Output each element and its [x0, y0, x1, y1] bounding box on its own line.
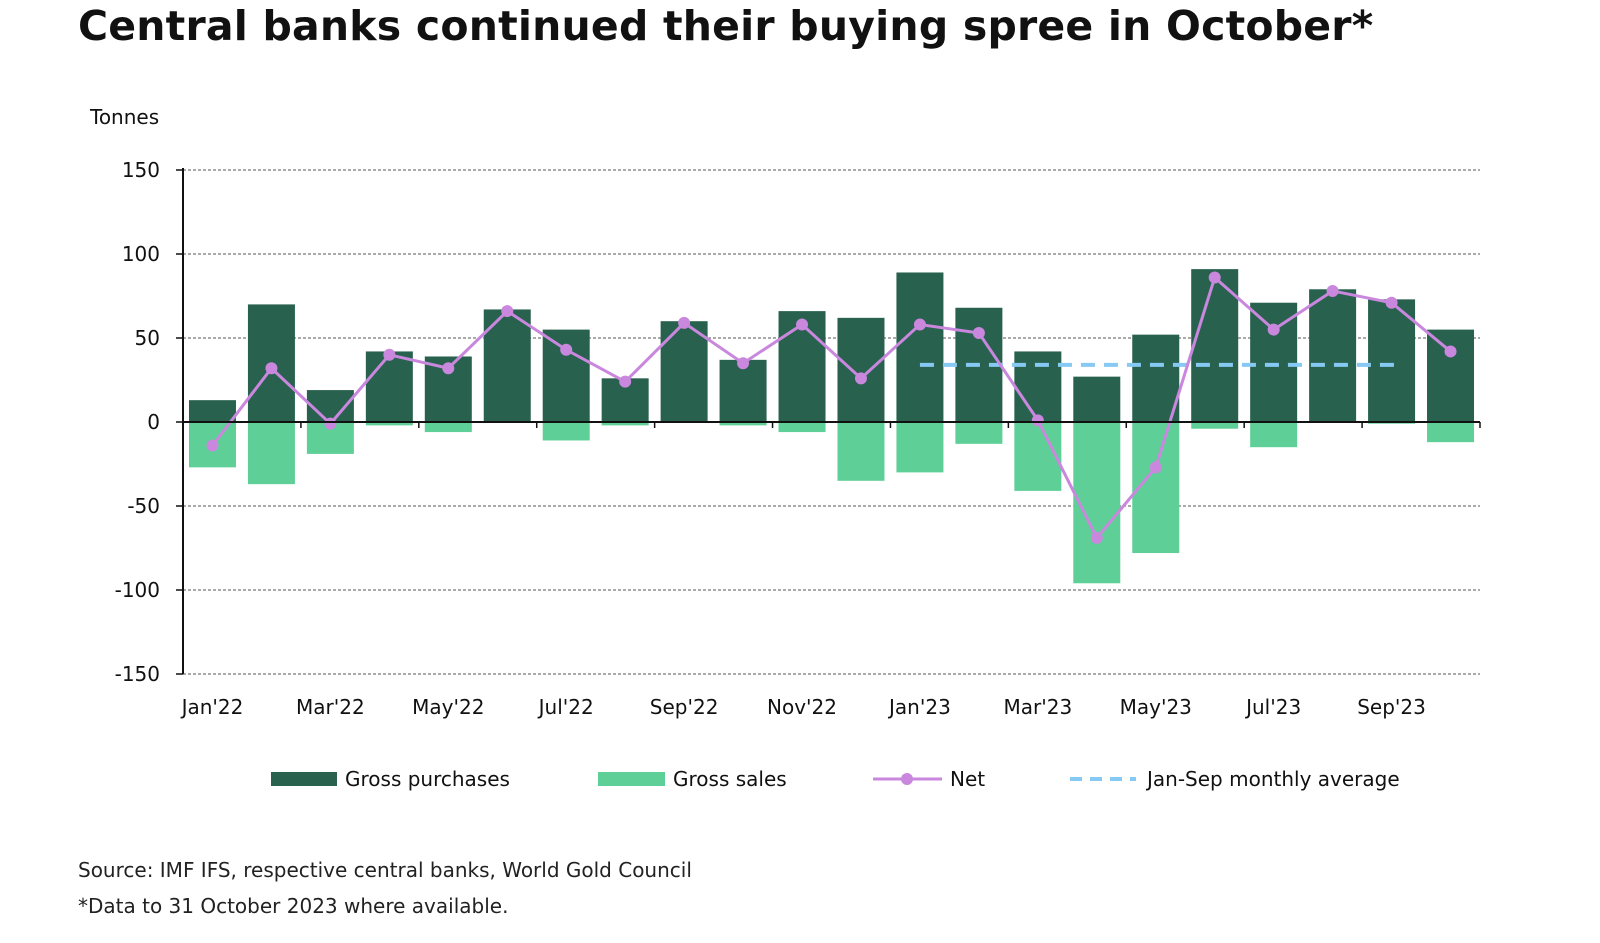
gross-sales-bar: [1191, 422, 1239, 429]
gross-purchase-bar: [1014, 351, 1062, 422]
gross-purchase-bar: [1309, 289, 1357, 422]
net-point: [619, 375, 632, 388]
net-point: [1031, 414, 1044, 427]
gross-sales-bar: [719, 422, 767, 426]
y-axis-label: Tonnes: [89, 105, 159, 129]
gross-sales-bar: [365, 422, 413, 426]
net-point: [1208, 271, 1221, 284]
net-point: [206, 439, 219, 452]
gross-sales-bar: [1073, 422, 1121, 584]
bars: [188, 269, 1475, 584]
gross-sales-bar: [424, 422, 472, 433]
net-point: [796, 318, 809, 331]
legend-label-gross-purchases: Gross purchases: [345, 767, 510, 791]
net-point: [854, 372, 867, 385]
net-point: [1385, 296, 1398, 309]
gross-purchase-bar: [660, 321, 708, 422]
y-tick-label: 50: [135, 326, 160, 350]
gross-purchase-bar: [365, 351, 413, 422]
x-tick-labels: Jan'22 Mar'22 May'22 Jul'22 Sep'22 Nov'22 Jan'…: [180, 695, 1426, 719]
net-point: [1444, 345, 1457, 358]
net-line: [206, 271, 1457, 544]
legend-label-average: Jan-Sep monthly average: [1145, 767, 1400, 791]
gross-purchase-bar: [719, 359, 767, 422]
axes: [176, 168, 1481, 675]
gross-sales-bar: [1250, 422, 1298, 448]
x-tick-label: Mar'22: [296, 695, 365, 719]
y-tick-labels: 150 100 50 0 -50 -100 -150: [115, 158, 160, 686]
gross-sales-bar: [955, 422, 1003, 444]
net-point: [972, 326, 985, 339]
y-tick-label: -100: [115, 578, 160, 602]
y-tick-label: 100: [122, 242, 160, 266]
net-point: [678, 316, 691, 329]
y-tick-label: -50: [127, 494, 160, 518]
gross-purchase-bar: [837, 317, 885, 422]
gross-sales-bar: [601, 422, 649, 426]
y-tick-label: 0: [147, 410, 160, 434]
net-point: [501, 305, 514, 318]
gross-sales-bar: [542, 422, 590, 441]
data-footnote: *Data to 31 October 2023 where available…: [78, 894, 509, 918]
gridlines: [183, 169, 1480, 675]
legend-label-net: Net: [950, 767, 985, 791]
x-tick-label: Jul'23: [1244, 695, 1301, 719]
x-tick-label: Sep'23: [1357, 695, 1426, 719]
gross-purchase-bar: [1368, 299, 1416, 422]
legend-label-gross-sales: Gross sales: [673, 767, 787, 791]
legend-swatch-gross-purchases: [271, 772, 337, 786]
source-note: Source: IMF IFS, respective central bank…: [78, 858, 692, 882]
gross-purchase-bar: [1191, 269, 1239, 422]
y-tick-label: 150: [122, 158, 160, 182]
x-tick-label: Jan'23: [887, 695, 951, 719]
net-point: [265, 362, 278, 375]
net-point: [737, 357, 750, 370]
net-point: [913, 318, 926, 331]
net-point: [1326, 284, 1339, 297]
x-tick-label: Sep'22: [650, 695, 719, 719]
x-tick-label: May'23: [1120, 695, 1192, 719]
net-point: [1090, 531, 1103, 544]
net-point: [560, 343, 573, 356]
gross-purchase-bar: [1073, 376, 1121, 422]
legend-marker-net: [901, 773, 913, 785]
chart-title: Central banks continued their buying spr…: [78, 2, 1374, 50]
x-tick-label: Jan'22: [180, 695, 244, 719]
y-tick-label: -150: [115, 662, 160, 686]
net-line-path: [211, 274, 1452, 541]
x-tick-label: Mar'23: [1003, 695, 1072, 719]
gross-purchase-bar: [542, 329, 590, 422]
gross-sales-bar: [1014, 422, 1062, 491]
legend: Gross purchases Gross sales Net Jan-Sep mon…: [271, 767, 1400, 791]
net-point: [324, 417, 337, 430]
gross-purchase-bar: [1427, 329, 1475, 422]
gross-purchase-bar: [1250, 302, 1298, 422]
gross-sales-bar: [896, 422, 944, 473]
x-tick-label: Jul'22: [537, 695, 594, 719]
gross-sales-bar: [837, 422, 885, 481]
net-point: [1149, 461, 1162, 474]
gross-sales-bar: [778, 422, 826, 433]
net-point: [1267, 323, 1280, 336]
legend-swatch-gross-sales: [598, 772, 665, 786]
gross-sales-bar: [1427, 422, 1475, 443]
gross-purchase-bar: [188, 400, 236, 422]
gross-purchase-bar: [1132, 334, 1180, 422]
net-point: [442, 362, 455, 375]
x-tick-label: Nov'22: [767, 695, 837, 719]
gross-purchase-bar: [896, 272, 944, 422]
net-point: [383, 348, 396, 361]
gross-sales-bar: [247, 422, 295, 485]
x-tick-label: May'22: [412, 695, 484, 719]
